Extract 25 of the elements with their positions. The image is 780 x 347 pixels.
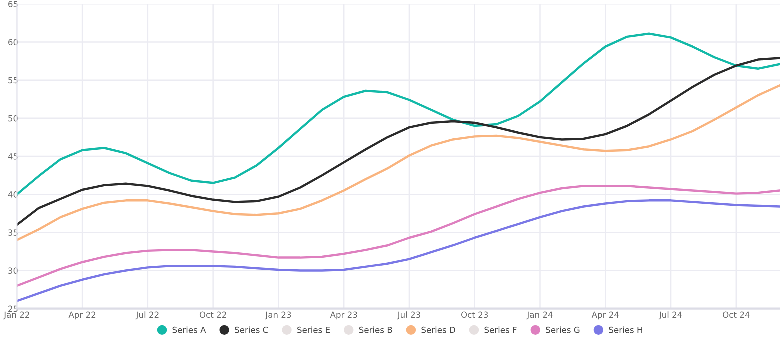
legend-label: Series H — [609, 326, 642, 334]
x-tick-label: Jan 23 — [265, 312, 292, 320]
x-tick-label: Apr 24 — [592, 312, 620, 320]
legend-label: Series E — [298, 326, 330, 334]
line-series — [17, 185, 780, 288]
x-tick-label: Oct 24 — [723, 312, 750, 318]
legend-label: Series D — [422, 326, 456, 334]
line-series — [17, 84, 780, 242]
x-tick-label: Jul 23 — [397, 312, 420, 320]
legend-label: Series F — [484, 326, 517, 334]
x-tick-label: Oct 22 — [200, 312, 226, 318]
line-series — [17, 57, 780, 226]
x-tick-label: Jan 22 — [4, 312, 30, 320]
legend-label: Series C — [235, 326, 268, 334]
x-tick-label: Apr 22 — [68, 312, 96, 320]
x-tick-label: Jan 24 — [526, 312, 553, 320]
line-series — [17, 32, 780, 196]
x-tick-label: Apr 23 — [330, 312, 358, 320]
x-tick-label: Jul 22 — [136, 312, 159, 320]
legend-label: Series B — [359, 326, 392, 334]
legend-label: Series A — [172, 326, 206, 334]
x-tick-label: Oct 23 — [462, 312, 488, 318]
legend-label: Series G — [546, 326, 580, 334]
line-series — [17, 200, 780, 302]
x-tick-label: Jul 24 — [658, 312, 682, 320]
